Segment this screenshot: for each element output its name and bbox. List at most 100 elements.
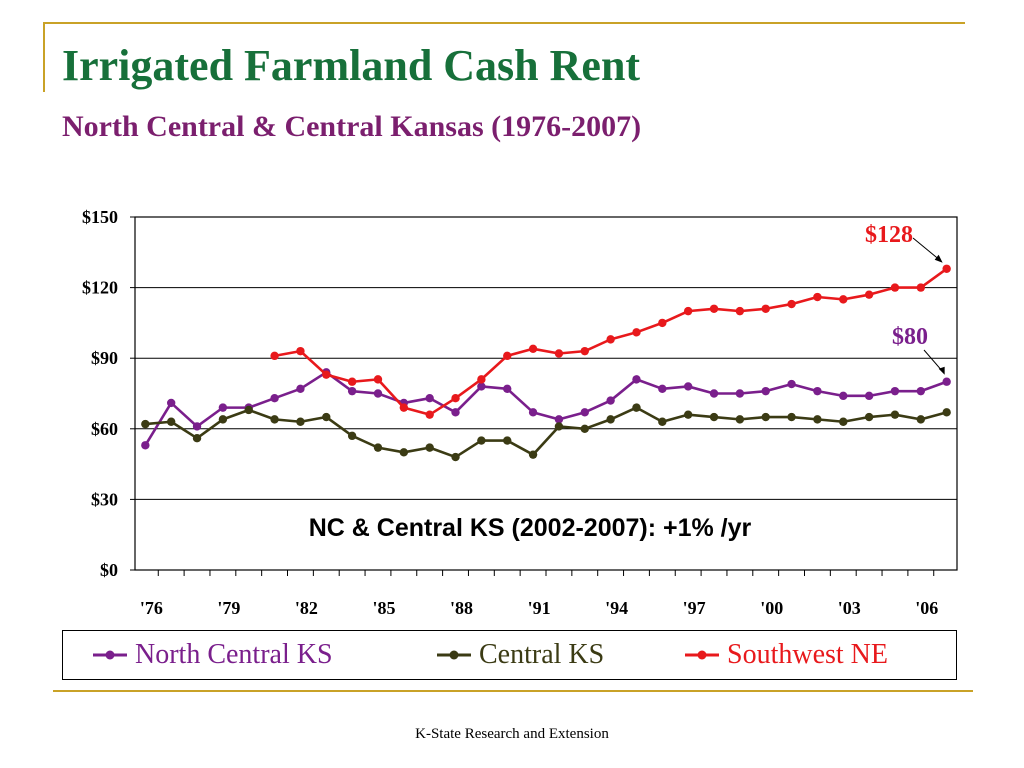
data-point <box>554 415 564 424</box>
x-tick-label: '97 <box>683 598 706 618</box>
data-point <box>580 424 589 433</box>
data-point <box>166 398 176 408</box>
data-point <box>399 448 409 457</box>
legend-item-north-central-ks: North Central KS <box>91 639 333 671</box>
data-point <box>141 419 150 429</box>
data-point <box>477 375 486 384</box>
data-point <box>890 386 900 396</box>
data-point <box>916 415 926 424</box>
data-point <box>270 394 279 403</box>
annotation-arrowhead-80 <box>938 366 945 375</box>
data-point <box>503 351 512 361</box>
data-point <box>244 405 253 415</box>
data-point <box>270 415 279 424</box>
x-tick-label: '85 <box>372 598 395 618</box>
data-point <box>839 295 848 304</box>
data-point <box>683 410 693 419</box>
data-point <box>270 351 279 361</box>
data-point <box>839 417 848 426</box>
annotation-label-128: $128 <box>865 222 913 248</box>
data-point <box>451 452 460 462</box>
data-point <box>451 394 460 403</box>
data-point <box>141 441 150 450</box>
data-point <box>554 349 564 358</box>
data-point <box>632 403 641 412</box>
data-point <box>813 386 822 396</box>
line-chart: $0 $30 $60 $90 $120 $150 '76 '79 '82 '85 '88 '91 '94… <box>82 207 958 618</box>
annotation-label-80: $80 <box>892 324 928 350</box>
data-point <box>296 346 305 356</box>
x-tick-label: '03 <box>838 598 861 618</box>
chart-legend: North Central KS Central KS Southwest NE <box>62 630 957 680</box>
x-tick-label: '76 <box>140 598 163 618</box>
annotation-arrowhead-128 <box>934 254 943 263</box>
legend-label-north-central-ks: North Central KS <box>135 639 333 670</box>
data-point <box>735 306 745 316</box>
data-point <box>554 422 564 431</box>
legend-marker-central-ks <box>437 650 471 660</box>
x-tick-label: '06 <box>915 598 938 618</box>
data-point <box>347 377 357 386</box>
legend-label-central-ks: Central KS <box>479 639 605 670</box>
data-point <box>658 417 667 426</box>
data-point <box>296 384 305 393</box>
data-point <box>166 417 176 426</box>
legend-marker-north-central-ks <box>93 650 127 660</box>
data-point <box>425 443 434 452</box>
data-point <box>528 450 538 459</box>
x-tick-label: '91 <box>528 598 551 618</box>
data-point <box>632 328 641 337</box>
slide-footer: K-State Research and Extension <box>415 726 609 742</box>
data-point <box>761 386 770 396</box>
data-point <box>683 306 693 316</box>
decorative-vertical-rule <box>43 22 45 92</box>
data-point <box>503 436 512 445</box>
data-point <box>761 304 770 313</box>
data-point <box>347 386 357 396</box>
decorative-bottom-rule <box>53 690 973 692</box>
y-tick-label: $120 <box>82 278 118 298</box>
data-point <box>864 290 874 299</box>
data-point <box>916 283 926 292</box>
data-point <box>761 412 770 422</box>
data-point <box>890 410 900 419</box>
data-point <box>916 386 926 396</box>
data-point <box>709 412 719 422</box>
data-point <box>839 391 848 401</box>
data-point <box>192 422 202 431</box>
data-point <box>580 408 589 417</box>
data-point <box>942 377 951 386</box>
data-point <box>503 384 512 393</box>
slide-subtitle: North Central & Central Kansas (1976-200… <box>62 110 642 143</box>
data-point <box>632 375 641 384</box>
data-point <box>322 370 331 379</box>
data-point <box>218 415 228 424</box>
x-tick-label: '94 <box>605 598 628 618</box>
annotation-growth-rate: NC & Central KS (2002-2007): +1% /yr <box>309 514 752 542</box>
data-point <box>813 292 822 302</box>
data-point <box>477 436 486 445</box>
data-point <box>451 408 460 417</box>
data-point <box>658 318 667 328</box>
data-point <box>373 375 383 384</box>
x-tick-label: '88 <box>450 598 473 618</box>
data-point <box>477 382 486 391</box>
data-point <box>864 391 874 401</box>
data-point <box>606 396 615 405</box>
data-point <box>787 299 796 309</box>
x-tick-label: '82 <box>295 598 318 618</box>
data-point <box>787 379 796 389</box>
data-point <box>218 403 228 412</box>
data-point <box>373 389 383 398</box>
decorative-top-rule <box>43 22 965 24</box>
data-point <box>580 346 589 356</box>
data-point <box>658 384 667 393</box>
data-point <box>528 408 538 417</box>
series-line <box>145 406 948 459</box>
y-tick-label: $90 <box>91 348 118 368</box>
data-point <box>322 412 331 422</box>
data-point <box>192 434 202 443</box>
slide-title: Irrigated Farmland Cash Rent <box>62 41 641 90</box>
data-point <box>942 408 951 417</box>
data-point <box>813 415 822 424</box>
